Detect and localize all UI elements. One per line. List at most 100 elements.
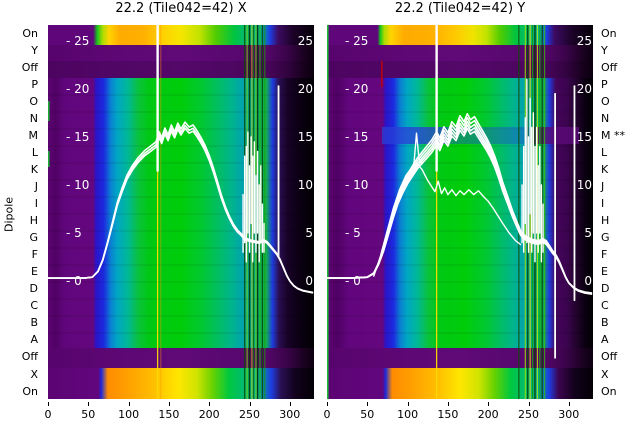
x-tick-label: 300 bbox=[279, 408, 301, 421]
dipole-row-label-left: J bbox=[34, 180, 38, 193]
dipole-row-label-left: X bbox=[30, 367, 38, 381]
db-tick-right: 20 bbox=[297, 82, 313, 96]
x-tick-label: 250 bbox=[239, 408, 260, 421]
x-tick-mark bbox=[528, 402, 530, 406]
dipole-row-label-left: Off bbox=[21, 60, 38, 74]
dipole-row-label-right: Off bbox=[601, 350, 618, 364]
x-tick-label: 150 bbox=[158, 408, 180, 421]
db-tick-right: 5 bbox=[584, 226, 592, 240]
x-tick-mark bbox=[48, 402, 49, 406]
dipole-row-label-right: X bbox=[601, 367, 609, 381]
dipole-row-label-left: K bbox=[30, 162, 38, 176]
dipole-row-label-right: A bbox=[601, 333, 609, 347]
x-tick-label: 100 bbox=[118, 408, 140, 421]
dipole-row-label-left: B bbox=[30, 316, 38, 330]
x-tick-label: 250 bbox=[518, 408, 539, 421]
x-tick-mark bbox=[568, 402, 570, 406]
dipole-row-label-left: C bbox=[30, 299, 38, 313]
db-tick-right: 0 bbox=[305, 274, 313, 288]
dipole-row-label-left: On bbox=[22, 384, 38, 398]
x-tick-label: 200 bbox=[198, 408, 220, 421]
db-tick-left: - 20 bbox=[345, 82, 369, 96]
db-tick-right: 0 bbox=[584, 274, 592, 288]
db-tick-right: 25 bbox=[297, 34, 313, 48]
x-tick-label: 150 bbox=[437, 408, 459, 421]
dipole-row-label-right: On bbox=[601, 384, 617, 398]
dipole-row-label-left: E bbox=[31, 265, 38, 279]
db-tick-right: 5 bbox=[305, 226, 313, 240]
db-tick-left: - 15 bbox=[345, 130, 369, 144]
x-tick-label: 0 bbox=[323, 408, 331, 421]
dipole-row-label-right: K bbox=[601, 162, 609, 176]
dipole-row-label-right: B bbox=[601, 316, 609, 330]
panel-y-title: 22.2 (Tile042=42) Y bbox=[394, 1, 526, 16]
dipole-row-label-right: Off bbox=[601, 60, 618, 74]
heatmap-panel-y: - 25 25 - 20 20 - 15 15 - 10 10 - 5 5 - 0 0 bbox=[327, 25, 593, 400]
db-tick-left: - 5 bbox=[345, 226, 361, 240]
dipole-row-label-right: H bbox=[601, 214, 610, 228]
dipole-row-label-right: E bbox=[601, 265, 608, 279]
panel-y-svg bbox=[327, 25, 593, 399]
dipole-row-label-right: J bbox=[601, 180, 605, 193]
dipole-row-label-right: L bbox=[601, 145, 608, 159]
x-tick-mark bbox=[209, 402, 211, 406]
dipole-row-label-right: On bbox=[601, 26, 617, 40]
x-tick-mark bbox=[88, 402, 90, 406]
x-tick-mark bbox=[128, 402, 130, 406]
dipole-row-label-left: On bbox=[22, 26, 38, 40]
dipole-row-label-left: A bbox=[30, 333, 38, 347]
heatmap-panel-x: - 25 25 - 20 20 - 15 15 - 10 10 - 5 5 - 0 0 bbox=[48, 25, 314, 400]
dipole-row-label-right: M ** bbox=[601, 128, 625, 142]
db-tick-left: - 25 bbox=[345, 34, 369, 48]
dipole-row-label-right: Y bbox=[601, 43, 608, 57]
db-tick-left: - 25 bbox=[66, 34, 90, 48]
db-tick-left: - 0 bbox=[66, 274, 82, 288]
db-tick-right: 20 bbox=[576, 82, 592, 96]
dipole-row-label-left: G bbox=[29, 231, 38, 245]
x-tick-label: 200 bbox=[477, 408, 499, 421]
dipole-row-label-left: I bbox=[34, 197, 38, 210]
dipole-row-label-left: P bbox=[31, 77, 38, 91]
panel-x-title: 22.2 (Tile042=42) X bbox=[115, 1, 247, 16]
panel-x-svg bbox=[48, 25, 314, 399]
dipole-row-label-right: G bbox=[601, 231, 610, 245]
dipole-row-label-right: O bbox=[601, 94, 610, 108]
x-tick-mark bbox=[289, 402, 291, 406]
x-tick-label: 300 bbox=[558, 408, 580, 421]
db-tick-left: - 15 bbox=[66, 130, 90, 144]
x-tick-label: 50 bbox=[360, 408, 375, 421]
db-tick-left: - 0 bbox=[345, 274, 361, 288]
dipole-row-label-right: I bbox=[601, 197, 605, 210]
dipole-row-label-right: P bbox=[601, 77, 608, 91]
dipole-row-label-right: D bbox=[601, 282, 610, 296]
x-tick-mark bbox=[447, 402, 449, 406]
x-tick-mark bbox=[488, 402, 490, 406]
db-tick-left: - 10 bbox=[66, 178, 90, 192]
db-tick-right: 25 bbox=[576, 34, 592, 48]
db-tick-right: 10 bbox=[297, 178, 313, 192]
x-tick-label: 0 bbox=[44, 408, 52, 421]
dipole-row-label-left: Y bbox=[31, 43, 38, 57]
db-tick-right: 15 bbox=[297, 130, 313, 144]
db-tick-left: - 10 bbox=[345, 178, 369, 192]
x-tick-mark bbox=[407, 402, 409, 406]
dipole-row-label-left: D bbox=[29, 282, 38, 296]
x-tick-mark bbox=[327, 402, 328, 406]
dipole-row-label-left: F bbox=[31, 248, 38, 262]
db-tick-right: 10 bbox=[576, 178, 592, 192]
x-tick-mark bbox=[249, 402, 251, 406]
dipole-row-label-right: C bbox=[601, 299, 609, 313]
x-tick-label: 50 bbox=[81, 408, 96, 421]
dipole-row-label-right: F bbox=[601, 248, 608, 262]
dipole-row-label-left: N bbox=[29, 111, 38, 125]
x-tick-mark bbox=[168, 402, 170, 406]
dipole-row-label-left: H bbox=[29, 214, 38, 228]
dipole-row-label-left: L bbox=[31, 145, 38, 159]
dipole-row-label-right: N bbox=[601, 111, 610, 125]
dipole-row-label-left: O bbox=[29, 94, 38, 108]
db-tick-left: - 5 bbox=[66, 226, 82, 240]
db-tick-right: 15 bbox=[576, 130, 592, 144]
x-tick-label: 100 bbox=[397, 408, 419, 421]
dipole-row-label-left: Off bbox=[21, 350, 38, 364]
